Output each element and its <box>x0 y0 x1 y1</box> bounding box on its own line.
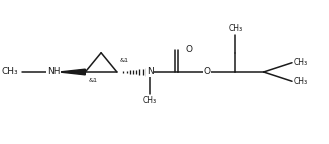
Text: CH₃: CH₃ <box>293 58 308 67</box>
Text: N: N <box>147 68 153 76</box>
Text: NH: NH <box>47 68 61 76</box>
Polygon shape <box>60 69 85 75</box>
Text: O: O <box>185 45 192 54</box>
Text: CH₃: CH₃ <box>2 68 18 76</box>
Text: &1: &1 <box>89 78 98 83</box>
Text: CH₃: CH₃ <box>228 24 242 34</box>
Text: CH₃: CH₃ <box>293 77 308 86</box>
Text: CH₃: CH₃ <box>143 95 157 105</box>
Text: O: O <box>203 68 210 76</box>
Text: &1: &1 <box>120 58 129 63</box>
